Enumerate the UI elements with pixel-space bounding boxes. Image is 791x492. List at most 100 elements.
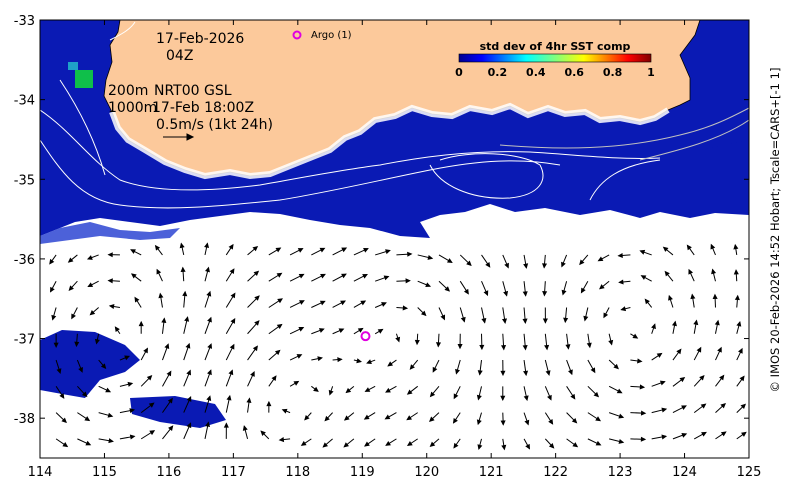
current-vector-head	[719, 374, 725, 381]
current-vector-head	[164, 343, 170, 350]
current-vector-head	[700, 403, 707, 409]
current-vector-head	[298, 327, 305, 332]
colorbar-tick-label: 0.4	[526, 66, 546, 79]
current-vector-head	[668, 294, 673, 301]
current-vector-head	[131, 273, 137, 279]
current-vector-head	[298, 273, 305, 279]
current-vector-head	[406, 389, 413, 395]
current-vector-head	[276, 323, 283, 330]
current-vector-head	[409, 364, 415, 370]
current-vector-head	[180, 266, 186, 273]
current-vector-head	[340, 300, 346, 306]
current-vector-head	[547, 394, 552, 401]
bathymetry-contours	[40, 21, 661, 209]
current-vector-head	[690, 293, 696, 300]
current-vector-head	[260, 430, 266, 436]
current-vector-head	[406, 441, 413, 447]
lon-tick-label: 115	[92, 465, 117, 480]
current-vector-head	[711, 268, 717, 275]
current-vector-head	[717, 346, 722, 353]
current-vector-head	[637, 358, 643, 364]
current-vector-head	[78, 367, 83, 373]
current-vector-head	[281, 408, 288, 414]
current-vector-head	[229, 343, 235, 350]
current-vector-head	[452, 417, 458, 424]
lon-tick-label: 124	[672, 465, 697, 480]
credit-text: © IMOS 20-Feb-2026 14:52 Hobart; Tscale=…	[768, 67, 782, 393]
current-vector-head	[319, 300, 326, 306]
current-vector-head	[425, 282, 432, 288]
current-vector-head	[572, 442, 579, 448]
current-vector-head	[277, 298, 283, 304]
current-vector-head	[481, 317, 487, 324]
current-vector-head	[579, 259, 585, 266]
current-vector-head	[53, 342, 59, 348]
current-vector-head	[186, 396, 192, 402]
current-vector-head	[455, 368, 460, 375]
current-vector-head	[503, 290, 509, 297]
current-vector-head	[661, 407, 668, 413]
current-vector-head	[129, 434, 136, 440]
current-vector-head	[161, 317, 167, 323]
colorbar-tick-label: 1	[647, 66, 655, 79]
current-vector-head	[89, 310, 96, 316]
current-vector-head	[542, 263, 548, 269]
lat-tick-label: -37	[14, 333, 35, 348]
colorbar-tick-label: 0	[455, 66, 463, 79]
current-vector-head	[62, 442, 69, 448]
latitude-axis: -33 -34 -35 -36 -37 -38	[14, 14, 749, 427]
current-vector-head	[313, 386, 319, 392]
current-vector-head	[166, 370, 172, 377]
current-vector-head	[595, 440, 602, 446]
current-vector-head	[466, 260, 472, 267]
current-vector-head	[363, 247, 369, 253]
current-vector-head	[130, 249, 136, 254]
colorbar-tick-label: 0.8	[603, 66, 623, 79]
current-vector-head	[639, 384, 646, 390]
vector-scale-label: 0.5m/s (1kt 24h)	[156, 117, 273, 133]
current-vector-head	[319, 247, 326, 253]
current-vector-head	[440, 314, 446, 321]
current-vector-head	[254, 320, 260, 326]
current-vector-head	[385, 249, 391, 255]
current-vector-head	[184, 316, 190, 322]
current-vector-head	[500, 370, 506, 377]
current-vector-head	[81, 391, 88, 398]
lon-tick-label: 119	[350, 465, 375, 480]
current-vector-head	[429, 391, 436, 398]
current-vector-head	[739, 375, 745, 382]
current-vector-head	[476, 419, 482, 426]
current-vector-head	[720, 403, 726, 409]
current-vectors	[49, 242, 747, 451]
argo-legend-label: Argo (1)	[311, 30, 352, 41]
current-vector-head	[545, 370, 551, 376]
current-vector-head	[387, 361, 394, 367]
current-vector-head	[733, 269, 739, 275]
current-vector-head	[485, 261, 491, 268]
current-vector-head	[74, 341, 80, 348]
current-vector-head	[595, 416, 602, 422]
current-vector-head	[108, 438, 114, 444]
current-vector-head	[501, 318, 508, 324]
sst-high-variance-patch	[75, 70, 93, 88]
current-vector-head	[446, 258, 453, 263]
current-vector-head	[599, 284, 605, 290]
current-vector-head	[523, 263, 529, 269]
current-vector-head	[205, 266, 210, 273]
current-vector-head	[337, 357, 343, 363]
current-vector-head	[228, 243, 234, 250]
sst-coverage-east-patch	[668, 20, 749, 150]
current-vector-head	[229, 268, 235, 274]
lon-tick-label: 117	[221, 465, 246, 480]
lon-tick-label: 118	[285, 465, 310, 480]
current-vector-head	[363, 414, 370, 420]
current-vector-head	[345, 387, 352, 394]
current-vector-head	[406, 415, 413, 421]
current-vector-head	[228, 369, 234, 376]
current-vector-head	[50, 286, 55, 293]
lon-tick-label: 116	[156, 465, 181, 480]
time-label: 04Z	[166, 48, 193, 64]
current-vector-head	[681, 432, 688, 438]
current-vector-head	[134, 296, 140, 303]
current-vector-head	[356, 358, 362, 364]
